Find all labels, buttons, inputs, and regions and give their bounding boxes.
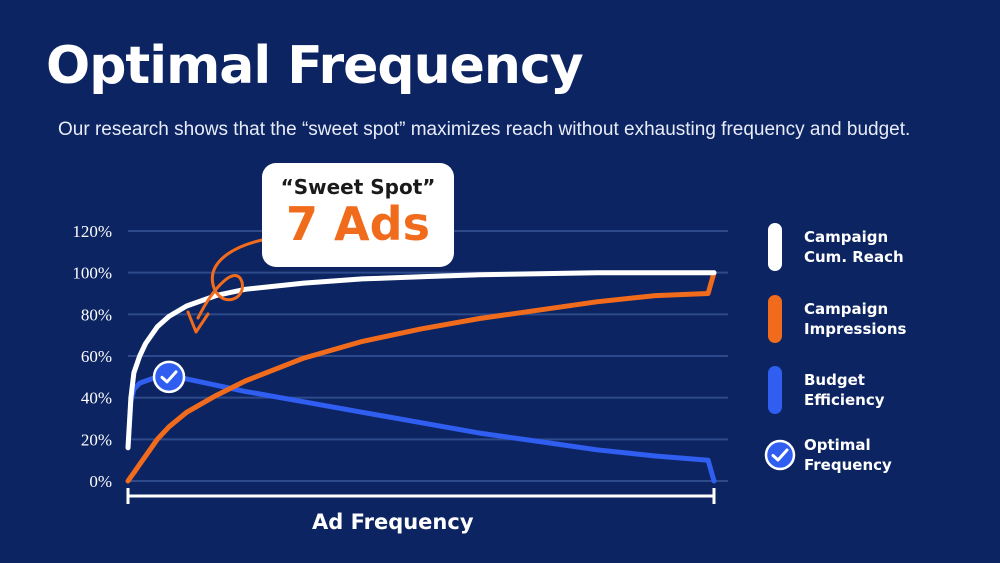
y-tick-label: 60% [81,347,112,366]
legend-label-reach: Campaign Cum. Reach [804,228,904,266]
y-tick-label: 120% [72,222,112,241]
x-axis-label: Ad Frequency [312,510,474,534]
check-circle-icon [764,439,796,471]
series-line [125,270,717,484]
sweet-spot-callout: “Sweet Spot” 7 Ads [262,163,454,267]
y-tick-label: 100% [72,264,112,283]
chart-grid [128,230,728,482]
legend-item-impressions: Campaign Impressions [768,295,924,343]
legend-swatch-efficiency [768,366,782,414]
callout-label: “Sweet Spot” [280,175,436,199]
y-tick-label: 40% [81,389,112,408]
callout-value: 7 Ads [286,197,430,251]
callout-arrow [196,238,264,320]
legend-item-reach: Campaign Cum. Reach [768,223,924,271]
callout-arrowhead [186,310,210,334]
legend-swatch-reach [768,223,782,271]
legend-label-impressions: Campaign Impressions [804,300,907,338]
series-line [125,374,717,484]
y-tick-label: 80% [81,305,112,324]
y-tick-label: 20% [81,430,112,449]
x-axis [126,488,716,504]
series-line [125,270,717,451]
legend-label-efficiency: Budget Efficiency [804,371,885,409]
page-title: Optimal Frequency [46,36,584,96]
y-tick-labels: 0% 20% 40% 60% 80% 100% 120% [72,222,112,491]
optimal-frequency-marker [152,360,186,394]
chart-markers [152,360,186,394]
legend-item-optimal: Optimal Frequency [764,435,924,475]
chart-series [125,270,717,484]
y-tick-label: 0% [89,472,112,491]
page-subtitle: Our research shows that the “sweet spot”… [58,119,911,140]
legend-swatch-impressions [768,295,782,343]
legend-label-optimal: Optimal Frequency [804,436,892,474]
legend-item-efficiency: Budget Efficiency [768,366,924,414]
